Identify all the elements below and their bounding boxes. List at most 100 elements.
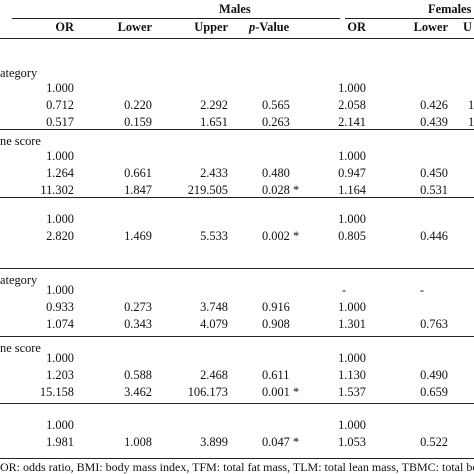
cell-lower-males: 0.220 <box>124 98 152 112</box>
cell-or-males: 1.000 <box>46 81 74 95</box>
cell-upper-males: 5.533 <box>200 229 228 243</box>
cell-upper-males: 106.173 <box>187 385 228 399</box>
cell-upper-males: 3.748 <box>200 300 228 314</box>
section-label-1: ategory <box>0 66 38 80</box>
cell-lower-females: 0.439 <box>420 115 448 129</box>
section-label-2: ne score <box>0 134 41 148</box>
cell-pvalue-males: 0.611 <box>262 368 290 382</box>
cell-lower-males: 0.159 <box>124 115 152 129</box>
cell-or-females: 0.947 <box>338 166 366 180</box>
cell-upper-males: 3.899 <box>200 435 228 449</box>
header-bottom-rule <box>0 38 474 39</box>
cell-lower-males: 0.343 <box>124 317 152 331</box>
cell-or-males: 1.000 <box>46 351 74 365</box>
cell-pvalue-males: 0.263 <box>262 115 290 129</box>
males-group-rule <box>12 18 340 19</box>
cell-or-females: 2.058 <box>338 98 366 112</box>
section-separator <box>0 336 474 337</box>
cell-pvalue-males: 0.047 * <box>262 435 300 449</box>
cell-upper-females-partial: 1 <box>468 98 474 112</box>
cell-or-females: 1.164 <box>338 183 366 197</box>
cell-pvalue-males: 0.908 <box>262 317 290 331</box>
cell-or-males: 1.000 <box>46 149 74 163</box>
cell-or-females: 1.000 <box>338 212 366 226</box>
cell-lower-females: 0.446 <box>420 229 448 243</box>
col-lower-males: Lower <box>117 20 152 34</box>
cell-lower-males: 1.008 <box>124 435 152 449</box>
cell-or-males: 1.000 <box>46 418 74 432</box>
cell-lower-males: 1.847 <box>124 183 152 197</box>
table-bottom-rule <box>0 458 474 459</box>
cell-or-males: 1.000 <box>46 212 74 226</box>
section-separator <box>0 268 474 269</box>
cell-or-females: 1.000 <box>338 418 366 432</box>
cell-lower-females: 0.426 <box>420 98 448 112</box>
cell-or-females: 1.000 <box>338 81 366 95</box>
cell-or-females: 0.805 <box>338 229 366 243</box>
cell-or-males: 2.820 <box>46 229 74 243</box>
cell-or-females: 1.000 <box>338 149 366 163</box>
cell-or-females: 1.537 <box>338 385 366 399</box>
col-lower-females: Lower <box>413 20 448 34</box>
cell-upper-males: 2.292 <box>200 98 228 112</box>
col-upper-females-partial: U <box>463 20 472 34</box>
cell-pvalue-males: 0.565 <box>262 98 290 112</box>
cell-upper-males: 2.433 <box>200 166 228 180</box>
cell-or-females: 1.301 <box>338 317 366 331</box>
cell-or-females: 1.053 <box>338 435 366 449</box>
cell-pvalue-males: 0.001 * <box>262 385 300 399</box>
cell-or-males: 15.158 <box>39 385 74 399</box>
cell-or-males: 1.264 <box>46 166 74 180</box>
p-suffix: -Value <box>255 20 290 34</box>
females-group-header: Females <box>428 2 472 16</box>
cell-or-females: 1.130 <box>338 368 366 382</box>
p-italic: p <box>249 20 256 34</box>
cell-or-females: 2.141 <box>338 115 366 129</box>
cell-or-females: - <box>341 283 347 297</box>
cell-upper-males: 2.468 <box>200 368 228 382</box>
col-upper-males: Upper <box>194 20 228 34</box>
cell-lower-females: 0.522 <box>420 435 448 449</box>
cell-or-males: 1.981 <box>46 435 74 449</box>
cell-or-males: 1.000 <box>46 283 74 297</box>
cell-or-females: 1.000 <box>338 351 366 365</box>
cell-pvalue-males: 0.480 <box>262 166 290 180</box>
footnote: OR: odds ratio, BMI: body mass index, TF… <box>0 460 474 474</box>
cell-lower-females: 0.659 <box>420 385 448 399</box>
cell-pvalue-males: 0.028 * <box>262 183 300 197</box>
section-label-4: ategory <box>0 273 38 287</box>
section-separator <box>0 197 474 198</box>
cell-or-males: 0.517 <box>46 115 74 129</box>
cell-upper-females-partial: 1 <box>468 115 474 129</box>
cell-lower-males: 0.661 <box>124 166 152 180</box>
cell-or-males: 1.074 <box>46 317 74 331</box>
col-pvalue-males: p-Value <box>249 20 289 34</box>
cell-or-females: 1.000 <box>338 300 366 314</box>
females-group-rule <box>345 18 474 19</box>
cell-pvalue-males: 0.002 * <box>262 229 300 243</box>
cell-upper-males: 219.505 <box>187 183 228 197</box>
cell-lower-females: 0.531 <box>420 183 448 197</box>
col-or-females: OR <box>347 20 366 34</box>
cell-or-males: 0.712 <box>46 98 74 112</box>
cell-pvalue-males: 0.916 <box>262 300 290 314</box>
cell-lower-females: 0.490 <box>420 368 448 382</box>
section-separator <box>0 403 474 404</box>
cell-lower-females: 0.763 <box>420 317 448 331</box>
section-label-5: ne score <box>0 341 41 355</box>
cell-lower-females: 0.450 <box>420 166 448 180</box>
cell-or-males: 11.302 <box>40 183 74 197</box>
col-or-males: OR <box>55 20 74 34</box>
cell-or-males: 1.203 <box>46 368 74 382</box>
cell-lower-males: 3.462 <box>124 385 152 399</box>
cell-lower-males: 0.273 <box>124 300 152 314</box>
cell-upper-males: 4.079 <box>200 317 228 331</box>
cell-lower-males: 0.588 <box>124 368 152 382</box>
males-group-header: Males <box>219 2 251 16</box>
cell-lower-females: - <box>419 283 425 297</box>
cell-upper-males: 1.651 <box>200 115 228 129</box>
cell-or-males: 0.933 <box>46 300 74 314</box>
cell-lower-males: 1.469 <box>124 229 152 243</box>
section-separator <box>0 129 474 130</box>
